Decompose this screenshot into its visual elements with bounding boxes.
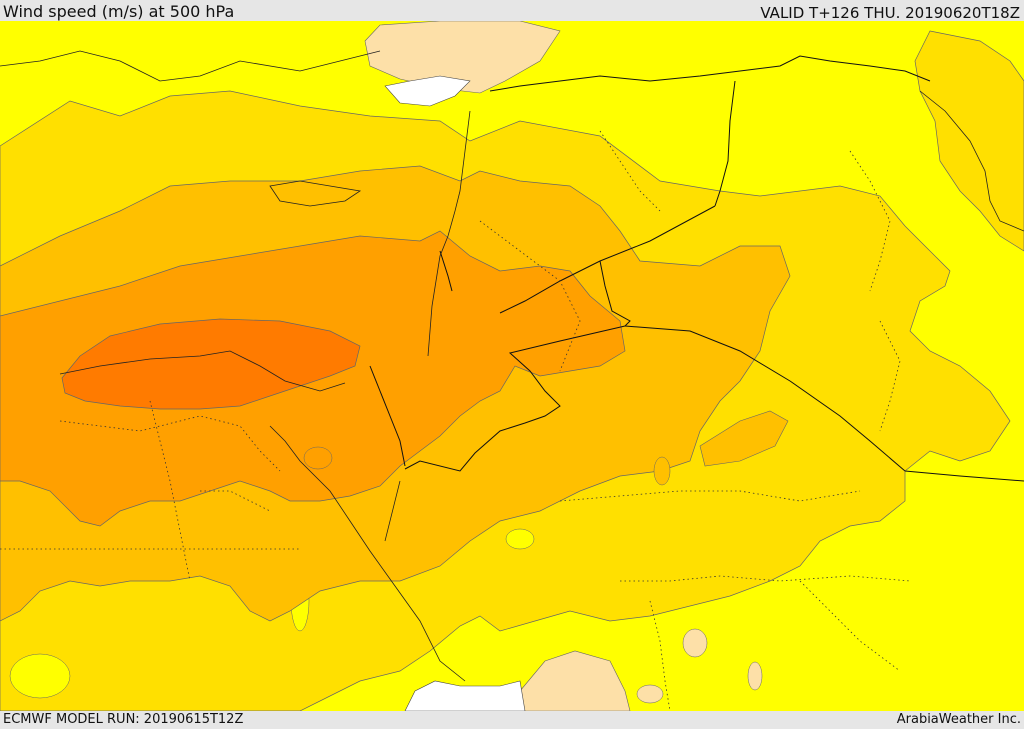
wind-speed-map [0, 21, 1024, 711]
band-5-core [61, 318, 361, 410]
pale-spot-1 [682, 628, 708, 658]
pale-patch-south [519, 650, 631, 711]
yellow-hole-3 [9, 653, 71, 699]
band-3-spot [653, 456, 671, 486]
sea-north [384, 75, 471, 107]
sea-south [404, 680, 526, 711]
pale-spot-2 [636, 684, 664, 704]
map-header: Wind speed (m/s) at 500 hPa VALID T+126 … [0, 0, 1024, 22]
coastlines [0, 50, 1024, 682]
admin-boundaries [0, 130, 911, 711]
map-footer: ECMWF MODEL RUN: 20190615T12Z ArabiaWeat… [0, 711, 1024, 729]
pale-spot-3 [747, 661, 763, 691]
map-title: Wind speed (m/s) at 500 hPa [3, 2, 235, 21]
credit: ArabiaWeather Inc. [896, 712, 1021, 727]
valid-time: VALID T+126 THU. 20190620T18Z [760, 4, 1020, 22]
yellow-hole-2 [505, 528, 535, 550]
band-4-spot [303, 446, 333, 470]
pale-patch-north [364, 21, 561, 94]
band-3-east-blob [699, 410, 789, 467]
borders [369, 55, 1024, 482]
model-run: ECMWF MODEL RUN: 20190615T12Z [3, 712, 244, 727]
